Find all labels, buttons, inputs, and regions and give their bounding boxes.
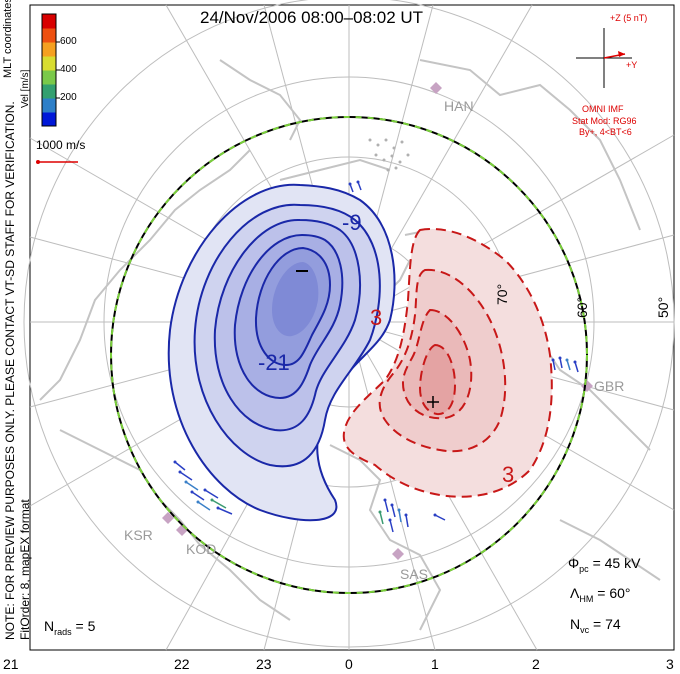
colorbar-segment xyxy=(42,84,56,99)
coordinate-system-label: MLT coordinates xyxy=(2,0,14,78)
colorbar-segment xyxy=(42,42,56,57)
imf-dial xyxy=(576,28,632,88)
stat-model-label: Stat Mod: RG96 xyxy=(572,116,637,126)
reference-vector xyxy=(36,160,78,164)
hm-boundary-dash xyxy=(110,116,588,594)
station-label: KOD xyxy=(186,541,217,557)
velocity-colorbar xyxy=(42,14,56,127)
colorbar-segment xyxy=(42,28,56,43)
fit-order-label: FitOrder: 8, mapEX format xyxy=(18,499,32,640)
cross-polar-potential: Φpc = 45 kV xyxy=(568,555,641,574)
colorbar-tick: 400 xyxy=(60,64,77,75)
station-label: SAS xyxy=(400,566,429,582)
latitude-label: 60° xyxy=(574,296,590,318)
mlt-tick-label: 2 xyxy=(532,656,540,672)
colorbar-segment xyxy=(42,56,56,71)
imf-condition-label: By+, 4<BT<6 xyxy=(579,127,632,137)
colorbar-segment xyxy=(42,98,56,113)
vector-count: Nvc = 74 xyxy=(570,616,621,635)
colorbar-tick: 600 xyxy=(60,36,77,47)
radar-count: Nrads = 5 xyxy=(44,618,96,637)
negative-cell xyxy=(167,183,396,522)
contour-label: 3 xyxy=(502,462,515,487)
imf-y-label: +Y xyxy=(626,60,638,70)
map-title: 24/Nov/2006 08:00–08:02 UT xyxy=(200,8,424,27)
station-label: KSR xyxy=(124,527,153,543)
colorbar-segment xyxy=(42,14,56,29)
station-label: GBR xyxy=(594,378,625,394)
contour-label: -21 xyxy=(258,350,290,375)
station-label: HAN xyxy=(444,98,474,114)
potential-max-marker xyxy=(427,396,439,408)
colorbar-unit-label: Vel [m/s] xyxy=(20,69,31,108)
mlt-tick-label: 1 xyxy=(431,656,439,672)
velocity-vectors xyxy=(173,180,579,533)
mlt-tick-label: 3 xyxy=(666,656,674,672)
colorbar-tick: 200 xyxy=(60,92,77,103)
coverage-dots xyxy=(368,138,410,172)
positive-cell xyxy=(342,228,553,498)
imf-field-label: +Z (5 nT) xyxy=(610,13,648,23)
latitude-label: 50° xyxy=(655,296,671,318)
colorbar-segment xyxy=(42,70,56,85)
imf-source-label: OMNI IMF xyxy=(582,104,624,114)
mlt-tick-label: 23 xyxy=(256,656,272,672)
hm-latitude: ΛHM = 60° xyxy=(570,585,631,604)
preview-note: NOTE: FOR PREVIEW PURPOSES ONLY. PLEASE … xyxy=(3,101,17,640)
mlt-tick-label: 22 xyxy=(174,656,190,672)
latitude-label: 70° xyxy=(494,283,510,305)
mlt-tick-label: 21 xyxy=(3,656,19,672)
colorbar-segment xyxy=(42,112,56,127)
mlt-tick-label: 0 xyxy=(345,656,353,672)
reference-vector-label: 1000 m/s xyxy=(36,138,86,152)
contour-label: 3 xyxy=(370,305,383,330)
contour-label: -9 xyxy=(342,210,362,235)
